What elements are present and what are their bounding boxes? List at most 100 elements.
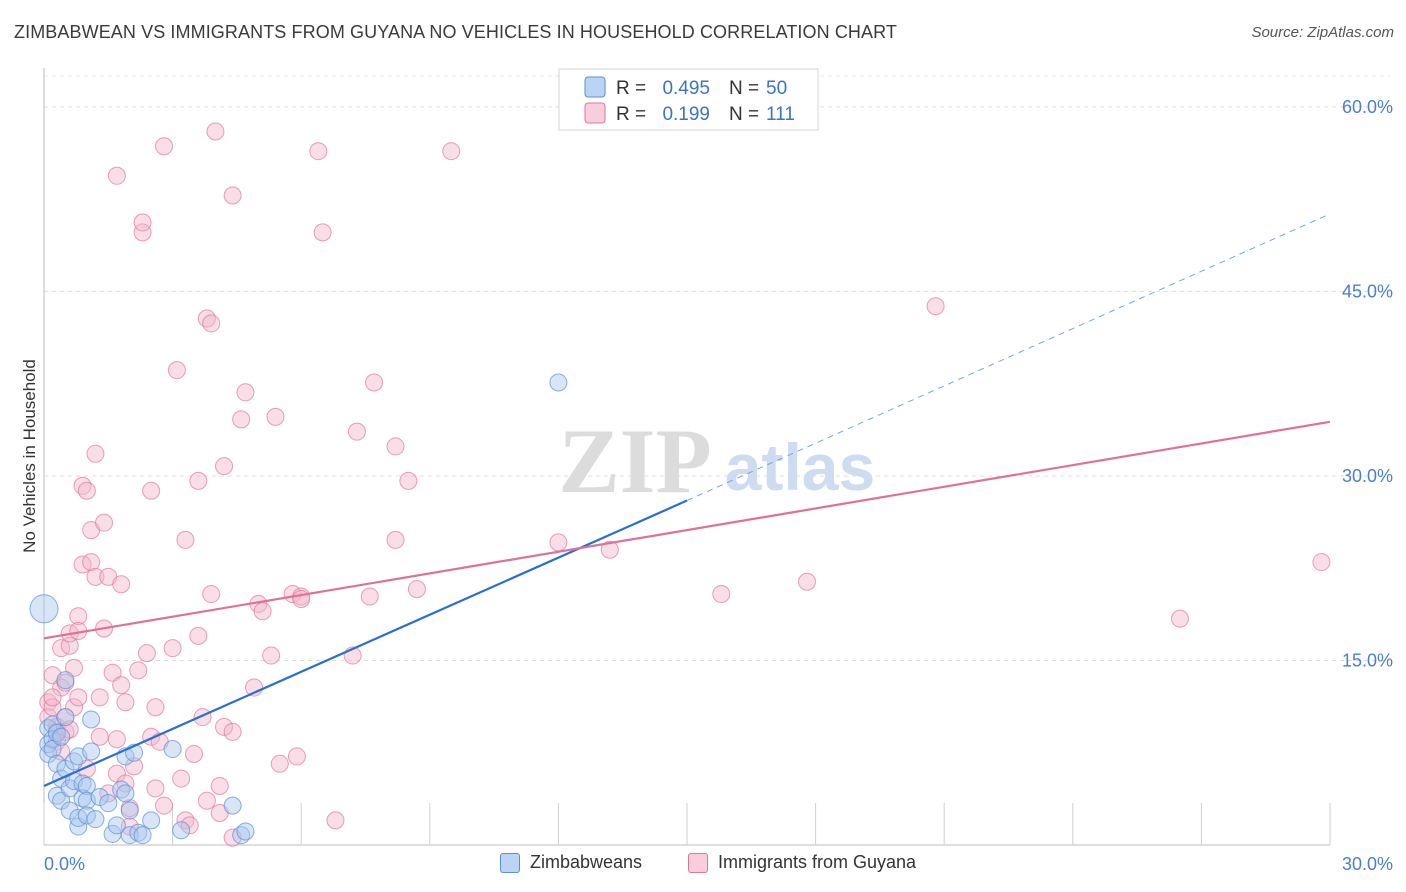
guyana-point-23[interactable] [82, 553, 101, 572]
guyana-point-73[interactable] [223, 186, 242, 205]
guyana-point-55[interactable] [172, 769, 191, 788]
guyana-point-44[interactable] [133, 223, 152, 242]
zimbabwean-point-28[interactable] [82, 742, 101, 761]
guyana-point-67[interactable] [206, 122, 225, 141]
guyana-point-69[interactable] [210, 776, 229, 795]
guyana-point-72[interactable] [223, 722, 242, 741]
guyana-point-78[interactable] [253, 602, 272, 621]
guyana-point-56[interactable] [176, 530, 195, 549]
guyana-point-103[interactable] [1170, 609, 1189, 628]
top-legend-r-value-zimbabwean: 0.495 [662, 78, 710, 99]
guyana-point-29[interactable] [95, 513, 114, 532]
guyana-point-75[interactable] [236, 383, 255, 402]
zimbabwean-point-14[interactable] [56, 708, 75, 727]
guyana-point-58[interactable] [180, 816, 199, 835]
guyana-point-88[interactable] [326, 811, 345, 830]
zimbabwean-point-30[interactable] [86, 810, 105, 829]
guyana-point-59[interactable] [185, 744, 204, 763]
guyana-point-80[interactable] [266, 407, 285, 426]
guyana-point-26[interactable] [86, 444, 105, 463]
guyana-point-49[interactable] [146, 698, 165, 717]
guyana-point-83[interactable] [287, 747, 306, 766]
legend-item-zimbabweans[interactable]: Zimbabweans [500, 852, 642, 873]
guyana-point-101[interactable] [798, 572, 817, 591]
zimbabwean-point-45[interactable] [223, 796, 242, 815]
guyana-point-25[interactable] [86, 567, 105, 586]
zimbabwean-point-42[interactable] [133, 826, 152, 845]
guyana-point-12[interactable] [60, 636, 79, 655]
guyana-point-74[interactable] [232, 410, 251, 429]
guyana-point-91[interactable] [360, 587, 379, 606]
guyana-point-28[interactable] [90, 727, 109, 746]
guyana-point-53[interactable] [163, 639, 182, 658]
zimbabwean-point-36[interactable] [116, 784, 135, 803]
guyana-point-51[interactable] [155, 137, 174, 156]
guyana-point-104[interactable] [1312, 553, 1331, 572]
guyana-point-81[interactable] [270, 754, 289, 773]
guyana-point-38[interactable] [116, 693, 135, 712]
guyana-point-95[interactable] [399, 471, 418, 490]
guyana-point-70[interactable] [215, 457, 234, 476]
y-tick-label-2: 45.0% [1342, 281, 1393, 301]
zimbabwean-point-0[interactable] [29, 594, 59, 624]
guyana-point-16[interactable] [69, 607, 88, 626]
guyana-point-18[interactable] [69, 688, 88, 707]
guyana-point-34[interactable] [107, 730, 126, 749]
guyana-point-86[interactable] [309, 142, 328, 161]
guyana-point-35[interactable] [107, 166, 126, 185]
guyana-point-79[interactable] [262, 646, 281, 665]
guyana-point-63[interactable] [197, 791, 216, 810]
guyana-point-45[interactable] [133, 213, 152, 232]
zimbabwean-point-34[interactable] [107, 816, 126, 835]
guyana-point-92[interactable] [365, 373, 384, 392]
guyana-point-61[interactable] [189, 471, 208, 490]
zimbabwean-point-44[interactable] [172, 821, 191, 840]
guyana-point-54[interactable] [167, 361, 186, 380]
guyana-point-98[interactable] [549, 533, 568, 552]
zimbabwean-point-12[interactable] [52, 727, 71, 746]
guyana-point-97[interactable] [442, 142, 461, 161]
guyana-point-108[interactable] [146, 779, 165, 798]
legend-label-guyana: Immigrants from Guyana [718, 852, 917, 872]
guyana-point-93[interactable] [386, 437, 405, 456]
top-legend-n-label-guyana: N = [729, 104, 759, 125]
guyana-point-46[interactable] [137, 644, 156, 663]
guyana-point-99[interactable] [600, 540, 619, 559]
guyana-point-52[interactable] [155, 796, 174, 815]
guyana-point-21[interactable] [77, 481, 96, 500]
guyana-point-47[interactable] [142, 481, 161, 500]
guyana-point-32[interactable] [103, 663, 122, 682]
guyana-point-71[interactable] [215, 717, 234, 736]
guyana-point-14[interactable] [65, 658, 84, 677]
bottom-legend: Zimbabweans Immigrants from Guyana [0, 850, 1406, 880]
guyana-point-105[interactable] [43, 688, 62, 707]
zimbabwean-point-43[interactable] [163, 740, 182, 759]
guyana-point-65[interactable] [202, 314, 221, 333]
y-tick-label-1: 30.0% [1342, 466, 1393, 486]
guyana-point-37[interactable] [112, 575, 131, 594]
guyana-point-100[interactable] [712, 585, 731, 604]
zimbabwean-point-47[interactable] [236, 822, 255, 841]
guyana-point-102[interactable] [926, 297, 945, 316]
zimbabwean-point-25[interactable] [77, 776, 96, 795]
top-legend-n-value-guyana: 111 [766, 104, 795, 125]
top-legend-n-value-zimbabwean: 50 [766, 78, 787, 99]
guyana-point-94[interactable] [386, 530, 405, 549]
guyana-point-27[interactable] [90, 688, 109, 707]
guyana-point-60[interactable] [189, 626, 208, 645]
watermark-zip: ZIP [558, 410, 711, 512]
zimbabwean-point-48[interactable] [549, 373, 568, 392]
zimbabwean-point-32[interactable] [99, 794, 118, 813]
zimbabwean-point-13[interactable] [56, 671, 75, 690]
zimbabwean-point-49[interactable] [142, 811, 161, 830]
guyana-point-96[interactable] [407, 580, 426, 599]
guyana-point-87[interactable] [313, 223, 332, 242]
guyana-point-90[interactable] [347, 422, 366, 441]
guyana-point-43[interactable] [129, 661, 148, 680]
guyana-point-36[interactable] [112, 676, 131, 695]
guyana-point-66[interactable] [202, 585, 221, 604]
zimbabwean-point-38[interactable] [120, 801, 139, 820]
legend-item-guyana[interactable]: Immigrants from Guyana [688, 852, 916, 873]
zimbabwean-point-27[interactable] [77, 806, 96, 825]
zimbabwean-point-29[interactable] [82, 710, 101, 729]
